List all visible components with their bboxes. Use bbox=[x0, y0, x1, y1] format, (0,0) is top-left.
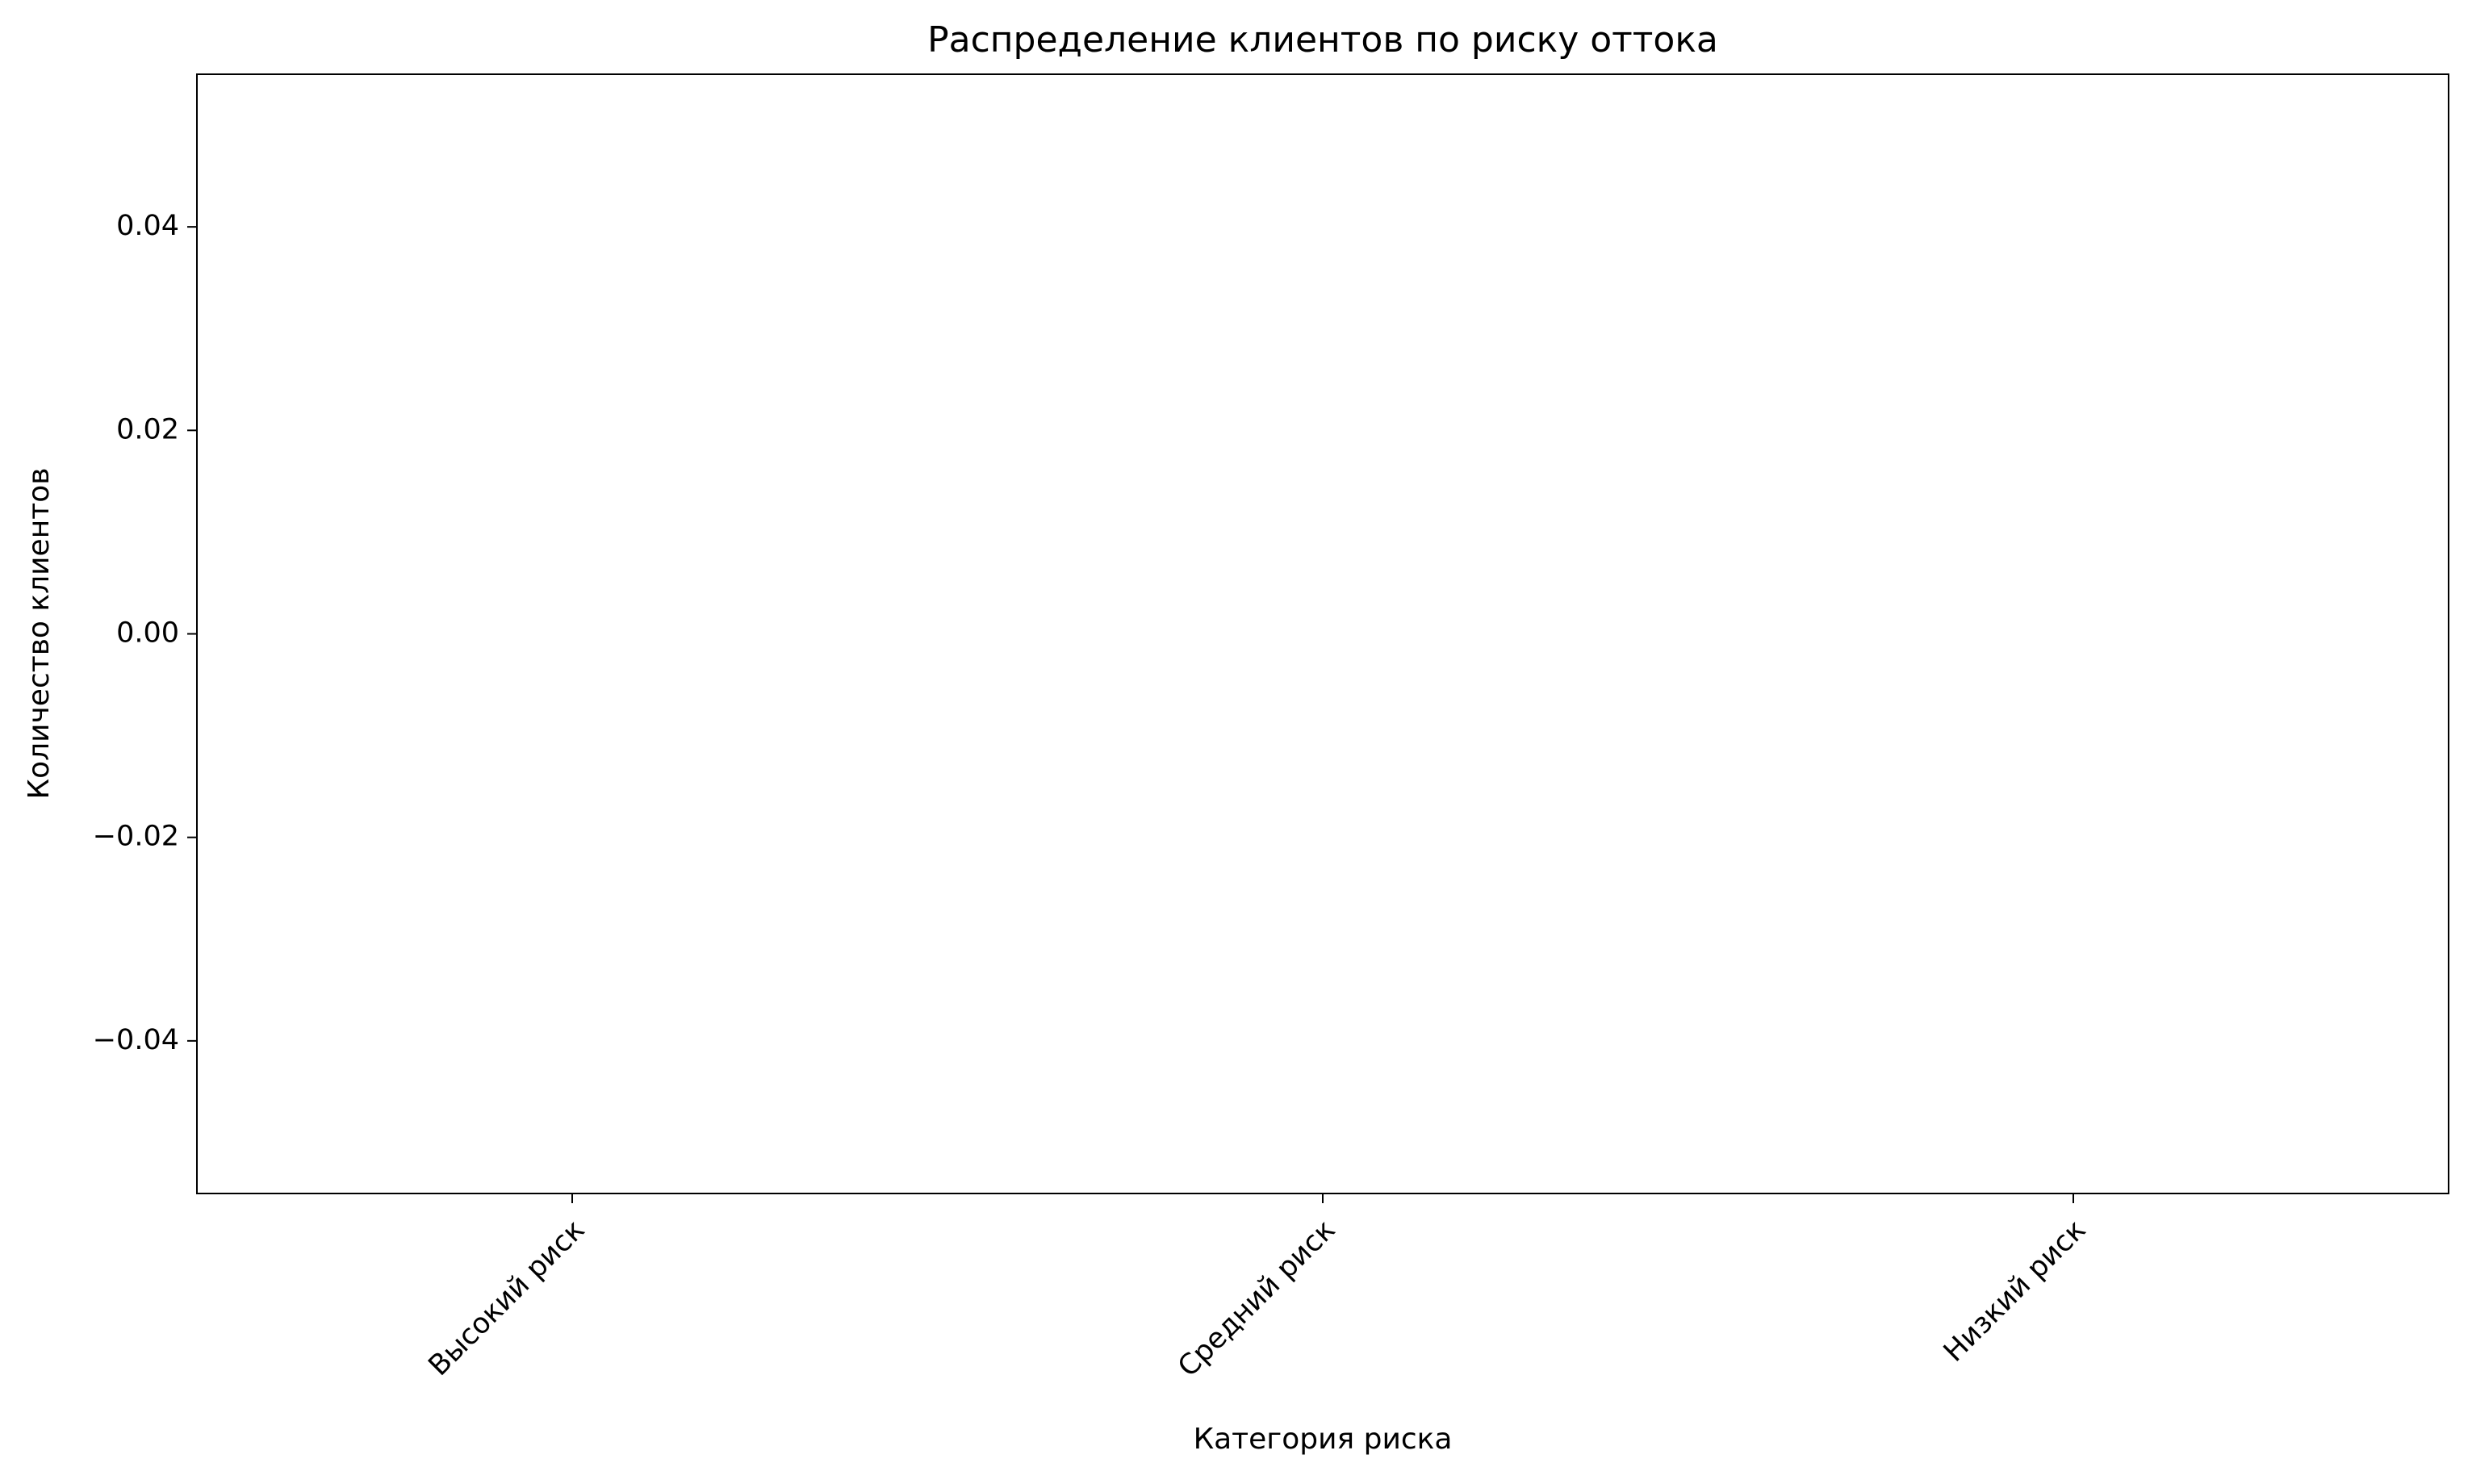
x-axis-label: Категория риска bbox=[1194, 1423, 1453, 1456]
y-tick-label: −0.02 bbox=[93, 821, 179, 853]
y-tick-label: 0.00 bbox=[116, 617, 179, 650]
x-tick-label: Низкий риск bbox=[1938, 1214, 2092, 1368]
plot-frame bbox=[196, 73, 2449, 1194]
y-tick-label: −0.04 bbox=[93, 1024, 179, 1056]
y-tick-label: 0.04 bbox=[116, 210, 179, 242]
x-tick-label: Высокий риск bbox=[423, 1214, 592, 1382]
y-tick-label: 0.02 bbox=[116, 413, 179, 445]
x-tick-label: Средний риск bbox=[1172, 1214, 1341, 1383]
chart-title: Распределение клиентов по риску оттока bbox=[927, 19, 1718, 61]
y-axis-label: Количество клиентов bbox=[23, 468, 56, 800]
